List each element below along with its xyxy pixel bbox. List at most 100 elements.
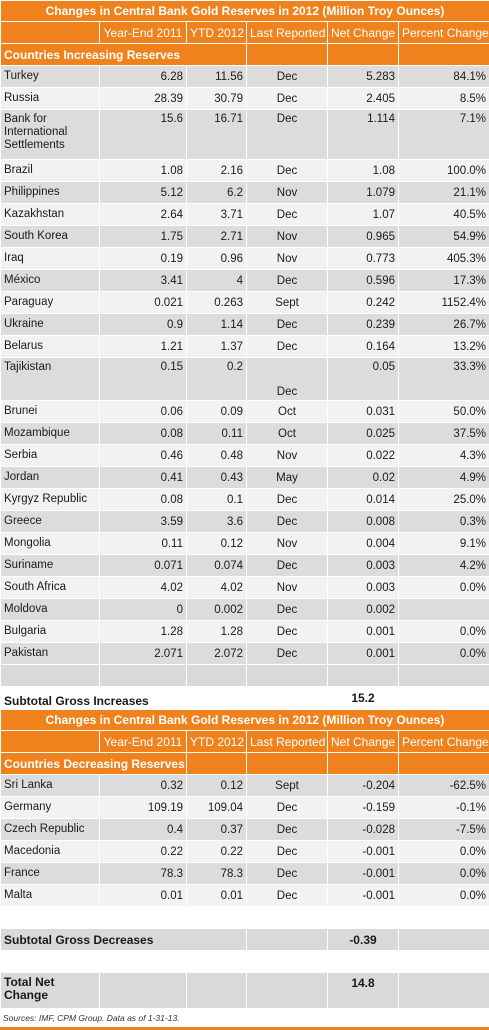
ytd-2012-value: 0.37 [187, 819, 247, 841]
section-cell [399, 753, 489, 775]
year-end-2011-value: 0 [100, 599, 187, 621]
percent-change-value: 26.7% [399, 314, 489, 336]
year-end-2011-value: 78.3 [100, 863, 187, 885]
country-name: Tajikistan [1, 358, 100, 401]
percent-change-value: 0.0% [399, 863, 489, 885]
ytd-2012-value: 0.22 [187, 841, 247, 863]
total-net-change-label: Total Net Change [1, 973, 100, 1009]
year-end-2011-value: 0.4 [100, 819, 187, 841]
net-change-value: 0.596 [328, 270, 399, 292]
net-change-value: -0.001 [328, 885, 399, 907]
net-change-value: 1.08 [328, 160, 399, 182]
spacer-row [1, 907, 489, 929]
last-reported-value: Nov [247, 445, 328, 467]
percent-change-value: -7.5% [399, 819, 489, 841]
net-change-value: -0.028 [328, 819, 399, 841]
header-percent-change: Percent Change [399, 731, 489, 753]
country-name: Turkey [1, 66, 100, 88]
percent-change-value: 25.0% [399, 489, 489, 511]
year-end-2011-value: 0.11 [100, 533, 187, 555]
spacer-cell [399, 951, 489, 973]
country-name: Iraq [1, 248, 100, 270]
subtotal-increases-value: 15.2 [328, 687, 399, 709]
net-change-value: 0.239 [328, 314, 399, 336]
ytd-2012-value: 1.37 [187, 336, 247, 358]
ytd-2012-value: 0.074 [187, 555, 247, 577]
ytd-2012-value: 0.1 [187, 489, 247, 511]
year-end-2011-value: 2.071 [100, 643, 187, 665]
last-reported-value: Dec [247, 336, 328, 358]
year-end-2011-value: 28.39 [100, 88, 187, 110]
percent-change-value: 0.0% [399, 621, 489, 643]
country-name: Pakistan [1, 643, 100, 665]
last-reported-value: Dec [247, 819, 328, 841]
ytd-2012-value: 3.71 [187, 204, 247, 226]
subtotal-decreases-label: Subtotal Gross Decreases [1, 929, 247, 951]
net-change-value: -0.001 [328, 841, 399, 863]
country-name: Ukraine [1, 314, 100, 336]
ytd-2012-value: 0.12 [187, 533, 247, 555]
ytd-2012-value: 2.71 [187, 226, 247, 248]
country-name: Suriname [1, 555, 100, 577]
spacer-cell [399, 907, 489, 929]
spacer-cell [1, 907, 100, 929]
last-reported-value: May [247, 467, 328, 489]
country-name: Moldova [1, 599, 100, 621]
net-change-value: -0.204 [328, 775, 399, 797]
percent-change-value: 17.3% [399, 270, 489, 292]
percent-change-value: 37.5% [399, 423, 489, 445]
spacer-cell [187, 665, 247, 687]
spacer-cell [247, 665, 328, 687]
spacer-cell [100, 973, 187, 1009]
year-end-2011-value: 0.08 [100, 423, 187, 445]
ytd-2012-value: 11.56 [187, 66, 247, 88]
percent-change-value: 40.5% [399, 204, 489, 226]
net-change-value: 0.001 [328, 621, 399, 643]
percent-change-value: 7.1% [399, 110, 489, 160]
net-change-value: 1.079 [328, 182, 399, 204]
last-reported-value: Dec [247, 489, 328, 511]
spacer-cell [399, 687, 489, 709]
header-ytd-2012: YTD 2012 [187, 731, 247, 753]
last-reported-value: Nov [247, 182, 328, 204]
section-cell [328, 753, 399, 775]
last-reported-value: Dec [247, 643, 328, 665]
country-name: Mozambique [1, 423, 100, 445]
subtotal-decreases-row: Subtotal Gross Decreases-0.39 [1, 929, 489, 951]
last-reported-value: Dec [247, 160, 328, 182]
year-end-2011-value: 0.071 [100, 555, 187, 577]
section-increasing-label: Countries Increasing Reserves [1, 44, 247, 66]
net-change-value: 5.283 [328, 66, 399, 88]
last-reported-value: Dec [247, 885, 328, 907]
ytd-2012-value: 3.6 [187, 511, 247, 533]
percent-change-value: 0.0% [399, 643, 489, 665]
net-change-value: -0.159 [328, 797, 399, 819]
ytd-2012-value: 1.14 [187, 314, 247, 336]
year-end-2011-value: 0.06 [100, 401, 187, 423]
spacer-cell [247, 929, 328, 951]
header-net-change: Net Change [328, 22, 399, 44]
last-reported-value: Dec [247, 270, 328, 292]
year-end-2011-value: 0.41 [100, 467, 187, 489]
ytd-2012-value: 4.02 [187, 577, 247, 599]
percent-change-value: 0.0% [399, 841, 489, 863]
spacer-cell [399, 929, 489, 951]
spacer-cell [247, 951, 328, 973]
net-change-value: 0.004 [328, 533, 399, 555]
last-reported-value: Dec [247, 621, 328, 643]
